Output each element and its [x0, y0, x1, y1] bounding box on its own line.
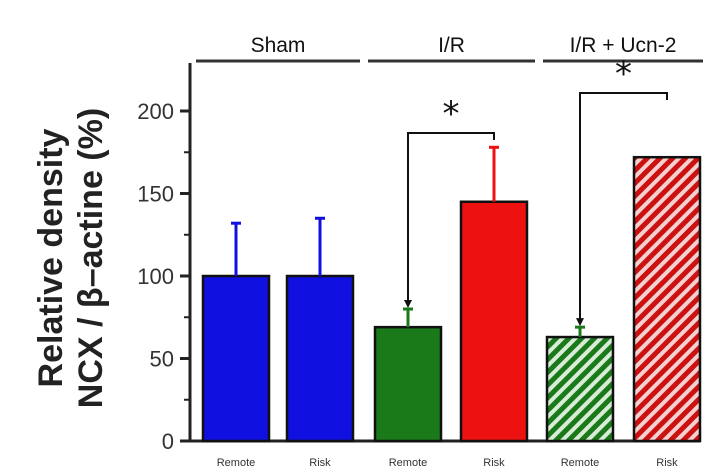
bar	[632, 155, 702, 443]
y-axis-title: Relative density NCX / β–actine (%)	[32, 108, 110, 408]
group-label: Sham	[251, 34, 306, 57]
bars	[201, 155, 702, 443]
significance-brackets: **	[404, 54, 668, 327]
category-label: Risk	[656, 457, 678, 469]
y-tick-label: 150	[137, 182, 174, 207]
y-tick-label: 50	[150, 347, 174, 372]
bar	[459, 200, 529, 443]
category-label: Risk	[309, 457, 331, 469]
axes	[188, 63, 700, 443]
y-tick-label: 200	[137, 99, 174, 124]
category-label: Remote	[389, 457, 428, 469]
significance-bracket	[407, 132, 495, 306]
bar	[285, 274, 355, 443]
y-axis-label-line2: NCX / β–actine (%)	[72, 108, 110, 408]
y-ticks: 0 50 100 150 200	[137, 99, 190, 454]
category-label: Remote	[561, 457, 600, 469]
significance-star: *	[443, 94, 460, 134]
group-label: I/R	[438, 34, 465, 57]
category-label: Risk	[483, 457, 505, 469]
bar	[373, 325, 443, 443]
significance-bracket	[579, 92, 668, 325]
error-bars	[231, 145, 585, 338]
y-tick-label: 100	[137, 264, 174, 289]
bar	[545, 335, 615, 443]
bar	[201, 274, 271, 443]
bracket-arrowhead	[576, 318, 584, 327]
y-axis-label-line1: Relative density	[32, 128, 70, 387]
group-label: I/R + Ucn-2	[570, 34, 677, 57]
bracket-arrowhead	[404, 300, 412, 308]
y-tick-label: 0	[162, 429, 174, 454]
category-labels: Remote Risk Remote Risk Remote Risk	[217, 457, 678, 469]
group-labels: Sham I/R I/R + Ucn-2	[196, 34, 703, 63]
category-label: Remote	[217, 457, 256, 469]
significance-star: *	[615, 54, 632, 94]
